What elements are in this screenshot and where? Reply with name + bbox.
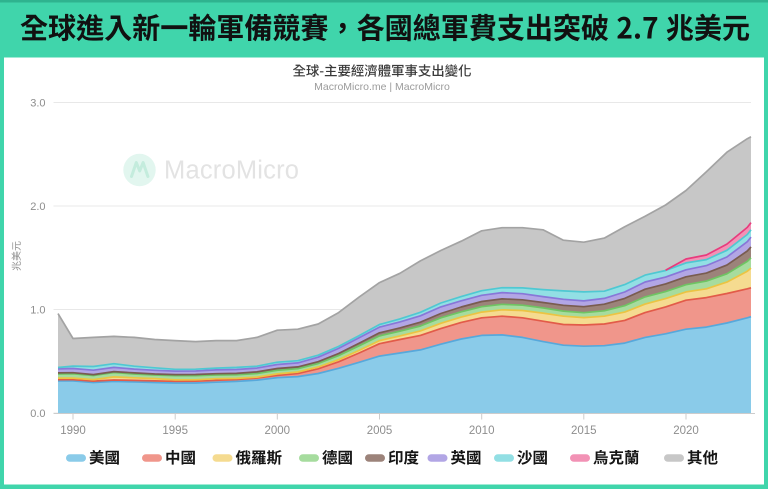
svg-text:MacroMicro.me | MacroMicro: MacroMicro.me | MacroMicro — [314, 81, 450, 93]
svg-text:1.0: 1.0 — [30, 305, 45, 317]
svg-text:2010: 2010 — [469, 425, 495, 437]
svg-text:3.0: 3.0 — [30, 98, 45, 110]
svg-text:2015: 2015 — [571, 425, 597, 437]
svg-text:1995: 1995 — [162, 425, 188, 437]
svg-text:2.0: 2.0 — [30, 201, 45, 213]
svg-text:2005: 2005 — [367, 425, 393, 437]
svg-text:0.0: 0.0 — [30, 408, 45, 420]
svg-text:1990: 1990 — [60, 425, 86, 437]
svg-text:2000: 2000 — [265, 425, 291, 437]
svg-text:2020: 2020 — [673, 425, 699, 437]
svg-text:MacroMicro: MacroMicro — [164, 157, 299, 185]
